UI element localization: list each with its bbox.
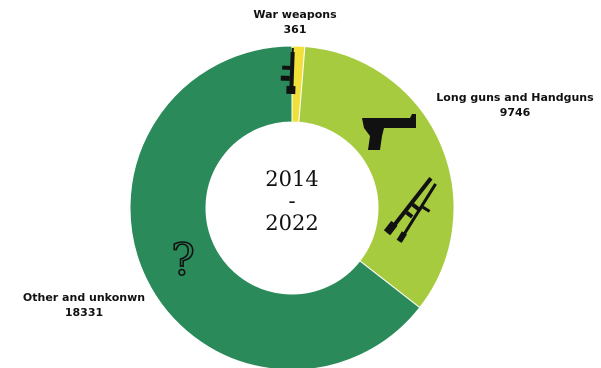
handgun-icon: [362, 114, 416, 150]
center-label-dash: -: [288, 189, 296, 213]
label-other-value: 18331: [64, 306, 104, 319]
slice-long-guns-and-handguns: [298, 45, 455, 309]
center-label: 2014 - 2022: [218, 168, 366, 234]
label-long-guns-value: 9746: [499, 106, 531, 119]
label-other-name: Other and unkonwn: [22, 291, 146, 304]
crossed-rifles-icon: [383, 176, 437, 243]
label-other: Other and unkonwn 18331: [14, 290, 154, 320]
center-label-start: 2014: [265, 167, 319, 191]
label-war-weapons-name: War weapons: [253, 8, 337, 21]
question-mark-icon: ?: [170, 234, 195, 287]
label-long-guns: Long guns and Handguns 9746: [432, 90, 598, 120]
center-label-end: 2022: [265, 211, 319, 235]
slice-other-and-unkonwn: [129, 45, 421, 368]
label-long-guns-name: Long guns and Handguns: [436, 91, 594, 104]
rifle-icon: [280, 47, 296, 95]
slices: [129, 45, 455, 368]
label-war-weapons-value: 361: [283, 23, 307, 36]
svg-text:?: ?: [171, 235, 195, 286]
label-war-weapons: War weapons 361: [240, 7, 350, 37]
